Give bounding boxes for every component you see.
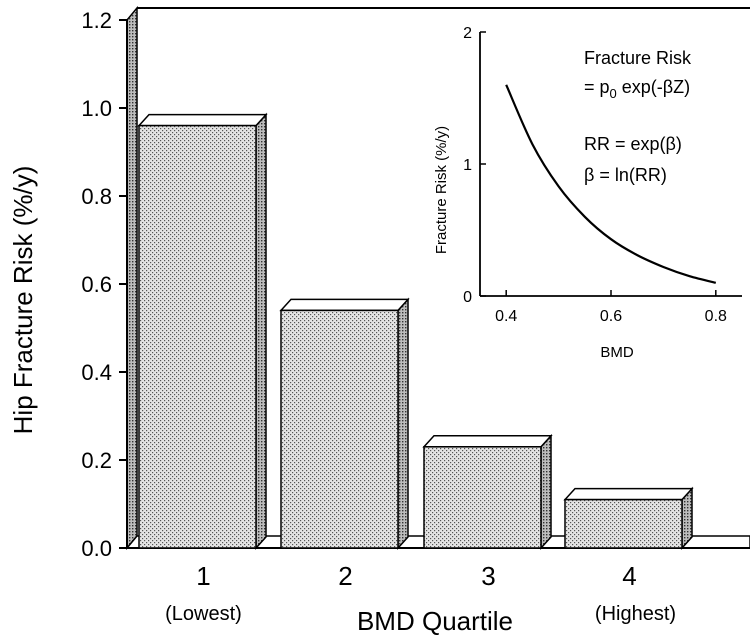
- inset-x-title: BMD: [600, 344, 634, 361]
- bar-front: [423, 446, 542, 549]
- inset-x-tick-label: 0.8: [705, 308, 727, 325]
- y-tick-label: 1.2: [81, 8, 112, 33]
- y-tick-label: 1.0: [81, 96, 112, 121]
- inset-chart: 0 1 2 0.4 0.6 0.8 Fracture Risk (%/y) BMD Fr…: [433, 25, 742, 361]
- annotation-subscript: 0: [610, 86, 617, 101]
- x-category-sublabel: (Lowest): [165, 603, 242, 625]
- y-tick-label: 0.4: [81, 360, 112, 385]
- x-category-label: 1: [196, 561, 210, 591]
- bar-top: [563, 487, 694, 501]
- y-tick-label: 0.2: [81, 448, 112, 473]
- bar-front: [564, 498, 683, 549]
- y-axis-title: Hip Fracture Risk (%/y): [8, 166, 38, 435]
- inset-x-ticks: 0.4 0.6 0.8: [495, 290, 727, 325]
- annotation-line-2: = p0 exp(-βZ): [584, 77, 690, 101]
- bar: [422, 433, 553, 550]
- annotation-line-2-a: = p: [584, 77, 610, 97]
- inset-x-tick-label: 0.4: [495, 308, 517, 325]
- bar-top: [137, 113, 268, 127]
- x-axis-title: BMD Quartile: [357, 606, 513, 636]
- bar: [279, 297, 410, 550]
- inset-y-tick-label: 2: [463, 25, 472, 42]
- bar-front: [280, 309, 399, 549]
- annotation-line-4: β = ln(RR): [584, 165, 667, 185]
- annotation-line-2-b: exp(-βZ): [617, 77, 690, 97]
- annotation-line-1: Fracture Risk: [584, 48, 692, 68]
- bar-top: [279, 298, 410, 312]
- inset-y-tick-label: 1: [463, 157, 472, 174]
- x-category-label: 3: [481, 561, 495, 591]
- y-tick-label: 0.0: [81, 536, 112, 561]
- x-category-label: 2: [338, 561, 352, 591]
- inset-risk-curve: [505, 84, 717, 284]
- y-tick-label: 0.6: [81, 272, 112, 297]
- inset-annotation: Fracture Risk = p0 exp(-βZ) RR = exp(β) …: [584, 48, 692, 185]
- bar-top: [422, 435, 553, 448]
- bar-series: [137, 112, 694, 550]
- x-category-label: 4: [622, 561, 636, 591]
- inset-x-tick-label: 0.6: [600, 308, 622, 325]
- inset-y-tick-label: 0: [463, 289, 472, 306]
- bar: [563, 486, 694, 550]
- annotation-line-3: RR = exp(β): [584, 134, 682, 154]
- x-category-sublabel: (Highest): [595, 603, 676, 625]
- inset-y-ticks: 0 1 2: [463, 25, 486, 306]
- bar-side: [397, 297, 409, 550]
- bar-front: [138, 124, 257, 549]
- bar-side: [540, 433, 552, 550]
- y-axis-ticks: 0.0 0.2 0.4 0.6 0.8 1.0 1.2: [81, 8, 127, 561]
- bar: [137, 112, 268, 550]
- x-axis-categories: 1 (Lowest) 2 3 4 (Highest): [165, 561, 676, 625]
- bar-side: [255, 112, 267, 550]
- inset-y-title: Fracture Risk (%/y): [433, 126, 450, 254]
- left-wall: [126, 5, 138, 551]
- y-tick-label: 0.8: [81, 184, 112, 209]
